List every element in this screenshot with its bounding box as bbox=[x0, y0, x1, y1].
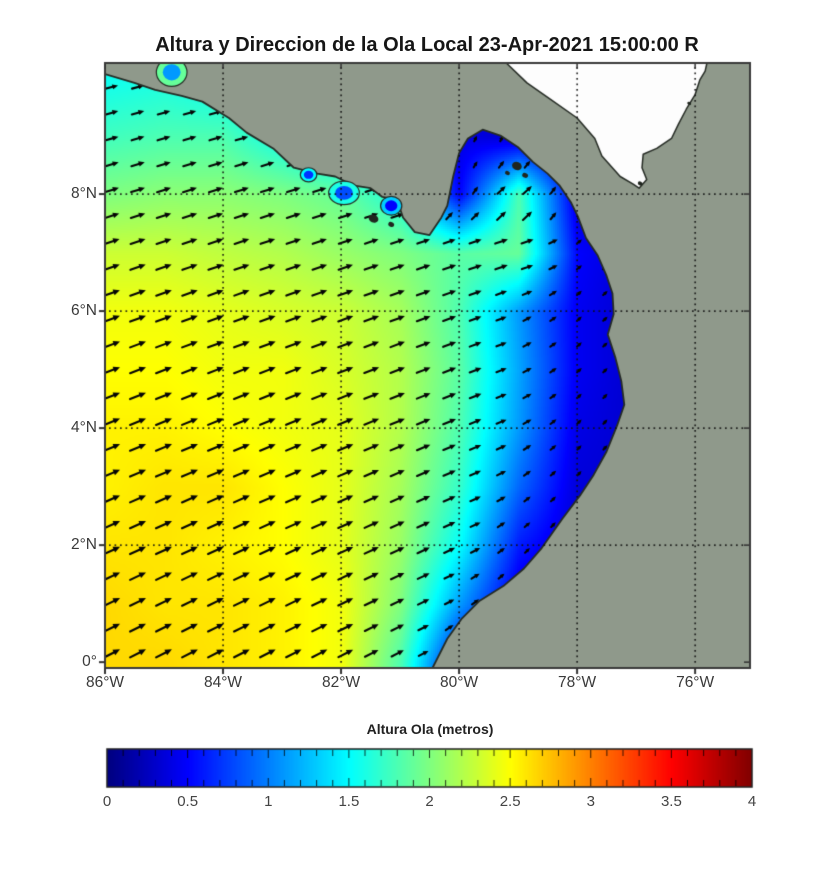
x-tick-label: 86°W bbox=[85, 674, 125, 691]
y-tick-label: 6°N bbox=[70, 302, 97, 320]
x-tick-label: 78°W bbox=[558, 674, 597, 691]
x-tick-label: 82°W bbox=[322, 674, 361, 691]
colorbar-tick-label: 0 bbox=[102, 793, 112, 810]
y-tick-label: 2°N bbox=[70, 536, 97, 554]
colorbar-tick-label: 0.5 bbox=[177, 793, 199, 810]
colorbar-tick-label: 4 bbox=[747, 793, 757, 810]
x-tick-label: 80°W bbox=[440, 674, 479, 691]
colorbar-tick-label: 1 bbox=[264, 793, 273, 810]
x-tick-label: 76°W bbox=[676, 674, 715, 691]
colorbar-tick-label: 3.5 bbox=[660, 793, 682, 810]
colorbar-label: Altura Ola (metros) bbox=[366, 721, 494, 737]
colorbar-tick-label: 2.5 bbox=[499, 793, 521, 810]
y-tick-label: 4°N bbox=[70, 419, 97, 437]
colorbar-tick-label: 3 bbox=[586, 793, 595, 810]
colorbar-tick-label: 2 bbox=[425, 793, 434, 810]
chart-title: Altura y Direccion de la Ola Local 23-Ap… bbox=[155, 34, 699, 56]
colorbar-tick-label: 1.5 bbox=[338, 793, 360, 810]
x-tick-label: 84°W bbox=[203, 674, 243, 691]
y-tick-label: 8°N bbox=[70, 185, 97, 203]
y-tick-label: 0° bbox=[82, 653, 97, 671]
